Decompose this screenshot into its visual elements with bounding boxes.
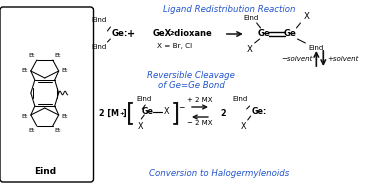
Text: +solvent: +solvent bbox=[327, 56, 359, 62]
Text: +: + bbox=[127, 29, 135, 39]
Text: Reversible Cleavage: Reversible Cleavage bbox=[147, 71, 235, 81]
Text: X: X bbox=[304, 12, 309, 21]
Text: Ge:: Ge: bbox=[252, 108, 267, 116]
Text: Eind: Eind bbox=[243, 15, 259, 21]
Text: Eind: Eind bbox=[232, 96, 248, 102]
Text: Et: Et bbox=[28, 128, 35, 133]
Text: X: X bbox=[247, 45, 252, 54]
Text: ]: ] bbox=[171, 101, 179, 125]
Text: Eind: Eind bbox=[137, 96, 152, 102]
Text: Ge:: Ge: bbox=[112, 29, 128, 39]
Text: Ligand Redistribution Reaction: Ligand Redistribution Reaction bbox=[163, 5, 295, 14]
Text: Eind: Eind bbox=[91, 44, 106, 50]
Text: ]: ] bbox=[122, 108, 126, 118]
Text: −solvent: −solvent bbox=[281, 56, 312, 62]
Text: GeX: GeX bbox=[152, 29, 171, 37]
Text: Et: Et bbox=[28, 53, 35, 58]
Text: Et: Et bbox=[62, 114, 68, 119]
Text: +: + bbox=[119, 111, 124, 116]
Text: X: X bbox=[138, 122, 143, 131]
Text: Ge: Ge bbox=[141, 108, 153, 116]
Text: Eind: Eind bbox=[308, 45, 324, 51]
Text: ·dioxane: ·dioxane bbox=[171, 29, 212, 37]
Text: X = Br, Cl: X = Br, Cl bbox=[156, 43, 192, 49]
Text: −: − bbox=[178, 104, 185, 112]
Text: 2 [M: 2 [M bbox=[99, 108, 120, 118]
Text: + 2 MX: + 2 MX bbox=[187, 97, 213, 103]
Text: X: X bbox=[164, 108, 170, 116]
Text: − 2 MX: − 2 MX bbox=[187, 120, 213, 126]
Text: of Ge=Ge Bond: of Ge=Ge Bond bbox=[157, 81, 225, 91]
Text: Et: Et bbox=[62, 67, 68, 73]
Text: 2: 2 bbox=[220, 108, 226, 118]
Text: X: X bbox=[241, 122, 247, 131]
Text: Eind: Eind bbox=[91, 17, 106, 23]
Text: Ge: Ge bbox=[284, 29, 297, 39]
Text: Et: Et bbox=[55, 53, 61, 58]
FancyBboxPatch shape bbox=[0, 7, 94, 182]
Text: Conversion to Halogermylenoids: Conversion to Halogermylenoids bbox=[149, 169, 289, 178]
Text: 2: 2 bbox=[169, 31, 173, 36]
Text: [: [ bbox=[126, 101, 135, 125]
Text: Et: Et bbox=[22, 67, 28, 73]
Text: Ge: Ge bbox=[257, 29, 270, 39]
Text: Eind: Eind bbox=[34, 167, 56, 177]
Text: Et: Et bbox=[22, 114, 28, 119]
Text: Et: Et bbox=[55, 128, 61, 133]
